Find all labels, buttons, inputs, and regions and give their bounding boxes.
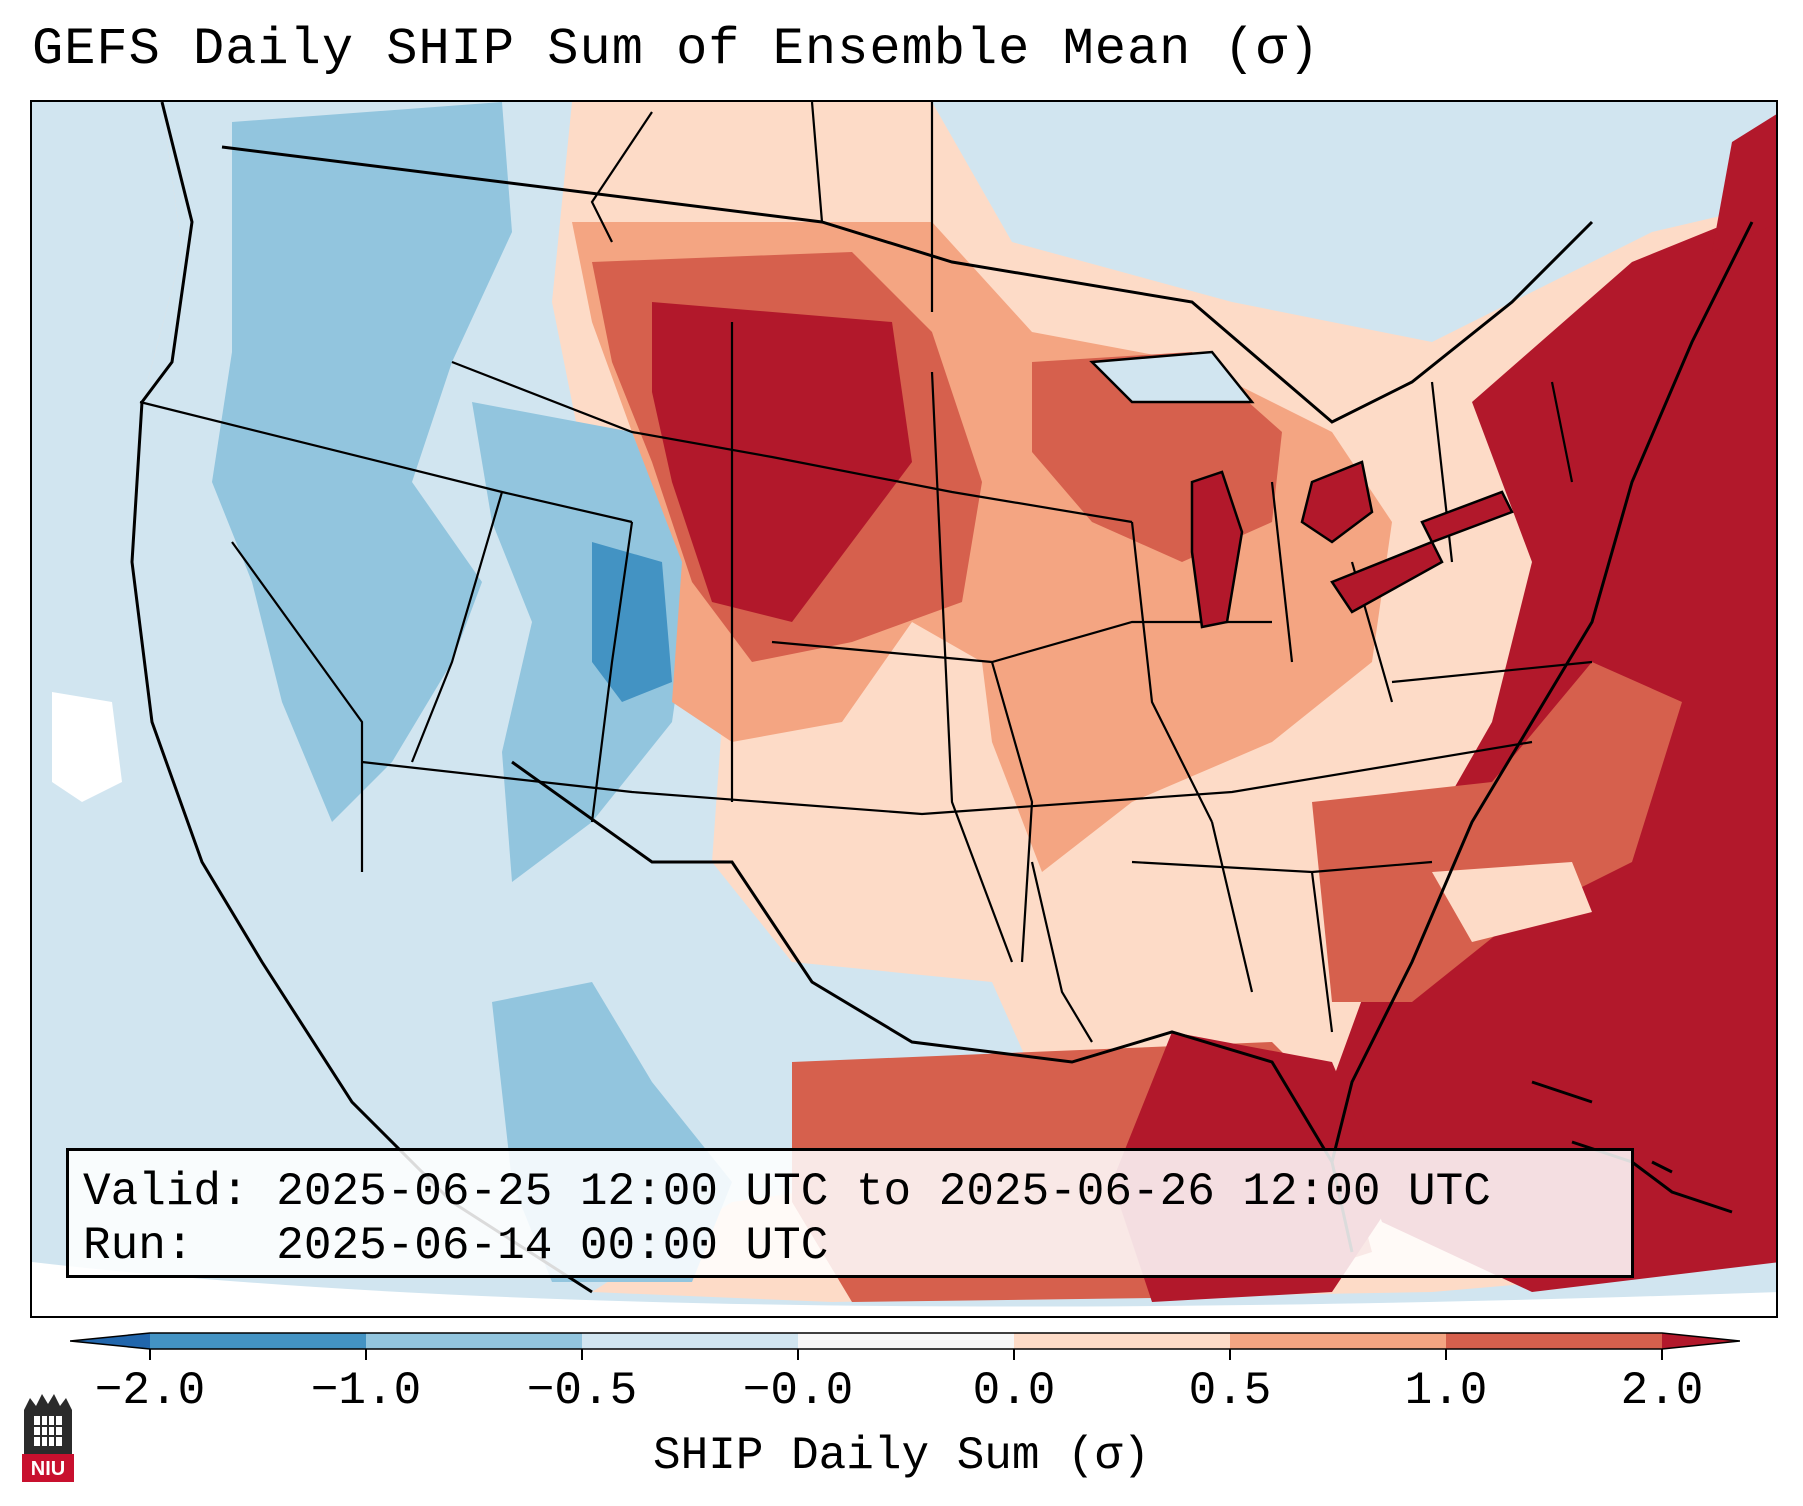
colorbar-tick-label: 0.5 [1188, 1365, 1272, 1417]
gulf-coastline [511, 760, 1354, 1253]
map-panel [30, 100, 1778, 1318]
anomaly-pos-weak-atlantic [1432, 862, 1592, 942]
colorbar-tick-label: −0.5 [526, 1365, 638, 1417]
projection-gap [52, 692, 122, 802]
valid-row: Valid: 2025-06-25 12:00 UTC to 2025-06-2… [83, 1165, 1617, 1219]
colorbar-tick-label: 1.0 [1404, 1365, 1488, 1417]
lake-ontario [1420, 490, 1514, 544]
valid-info-box: Valid: 2025-06-25 12:00 UTC to 2025-06-2… [66, 1148, 1634, 1278]
state-borders [139, 102, 1593, 1043]
colorbar-over-arrow [1662, 1333, 1740, 1349]
colorbar-segment-1 [150, 1333, 366, 1349]
colorbar-segment-4 [798, 1333, 1014, 1349]
ship-map [32, 102, 1776, 1316]
colorbar-segment-5 [1014, 1333, 1230, 1349]
anomaly-neg-mid-rockies [472, 402, 692, 882]
colorbar-segment-7 [1446, 1333, 1662, 1349]
west-coastline [130, 102, 593, 1294]
projection-edge [32, 1262, 1776, 1316]
anomaly-neg-strong-colorado [592, 542, 672, 702]
lake-superior [1089, 350, 1255, 404]
lake-erie [1330, 540, 1444, 614]
anomaly-pos-strong-ne [1712, 114, 1776, 252]
colorbar-segment-6 [1230, 1333, 1446, 1349]
colorbar-label: SHIP Daily Sum (σ) [653, 1430, 1150, 1482]
canada-border [221, 145, 1594, 424]
colorbar-tick-label: −2.0 [94, 1365, 206, 1417]
run-label: Run: [83, 1220, 194, 1272]
colorbar-under-arrow [70, 1333, 150, 1349]
colorbar-tick-label: −0.0 [742, 1365, 854, 1417]
colorbar-tick-label: −1.0 [310, 1365, 422, 1417]
lake-michigan [1190, 470, 1244, 629]
niu-logo: NIU [22, 1394, 74, 1482]
colorbar-tick-label: 2.0 [1620, 1365, 1704, 1417]
colorbar-tick-label: 0.0 [972, 1365, 1056, 1417]
run-row: Run: 2025-06-14 00:00 UTC [83, 1219, 1617, 1273]
anomaly-neg-mid-nw [212, 102, 512, 822]
colorbar-segment-2 [366, 1333, 582, 1349]
east-coastline [1330, 221, 1754, 1163]
colorbar-segment-3 [582, 1333, 798, 1349]
anomaly-pos-strong-dakotas [652, 302, 912, 622]
map-title: GEFS Daily SHIP Sum of Ensemble Mean (σ) [32, 20, 1321, 79]
run-value: 2025-06-14 00:00 UTC [276, 1220, 829, 1272]
great-lakes [1190, 460, 1514, 629]
valid-value: 2025-06-25 12:00 UTC to 2025-06-26 12:00… [276, 1166, 1491, 1218]
colorbar [70, 1332, 1740, 1360]
niu-logo-text: NIU [31, 1458, 65, 1480]
lake-huron [1300, 460, 1374, 544]
valid-label: Valid: [83, 1166, 249, 1218]
anomaly-pos-high-atlantic [1312, 662, 1682, 1002]
borders [130, 102, 1754, 1294]
